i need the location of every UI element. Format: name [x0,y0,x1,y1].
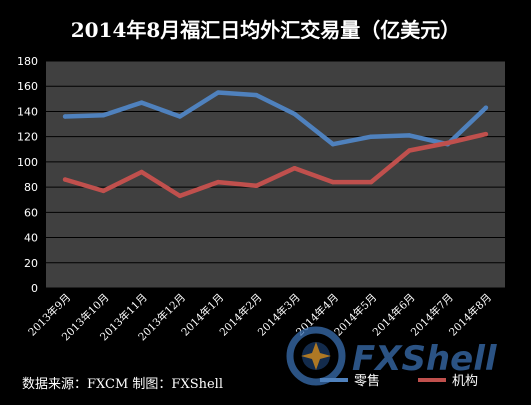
legend-item-retail: 零售 [320,370,380,389]
data-point [368,179,374,185]
y-tick-label: 140 [17,105,38,118]
data-point [330,142,336,147]
y-tick-label: 120 [17,131,38,144]
y-tick-label: 0 [31,282,38,295]
y-tick-label: 160 [17,80,38,93]
legend-label-institutional: 机构 [452,374,479,389]
y-tick-label: 180 [17,55,38,68]
data-point [215,90,221,95]
series-layer [62,90,489,199]
data-point [445,140,450,146]
fxshell-logo-icon [286,326,346,386]
source-note: 数据来源：FXCM 制图：FXShell [22,377,223,392]
legend-item-institutional: 机构 [418,370,478,389]
data-point [139,100,144,105]
data-point [483,105,489,110]
data-point [483,131,489,137]
data-point [101,188,106,194]
data-point [254,183,259,189]
data-point [368,134,374,139]
data-point [292,111,297,117]
data-point [292,165,297,171]
watermark: FXShell [286,326,498,386]
plot-area [46,61,505,288]
y-tick-label: 80 [24,181,38,194]
data-point [62,114,68,119]
y-tick-labels: 0 20 40 60 80 100 120 140 160 180 [17,55,38,295]
y-tick-label: 20 [24,257,38,270]
y-tick-label: 40 [24,232,38,245]
data-point [407,148,412,153]
grid-layer [46,60,505,289]
data-point [407,133,412,138]
legend-swatch-retail [320,377,348,382]
series-line-1 [62,131,489,199]
chart-title: 2014年8月福汇日均外汇交易量（亿美元） [70,18,461,42]
data-point [330,179,336,185]
legend-label-retail: 零售 [354,374,381,389]
y-tick-label: 100 [17,156,38,169]
data-point [215,179,221,185]
legend-swatch-institutional [418,377,447,382]
data-point [139,169,144,175]
data-point [177,114,183,119]
watermark-text: FXShell [352,339,498,379]
legend: 零售 机构 [320,370,478,389]
data-point [101,113,106,118]
y-tick-label: 60 [24,206,38,219]
data-point [62,177,68,182]
data-point [254,92,259,98]
series-line-0 [62,90,489,147]
data-point [177,193,183,199]
